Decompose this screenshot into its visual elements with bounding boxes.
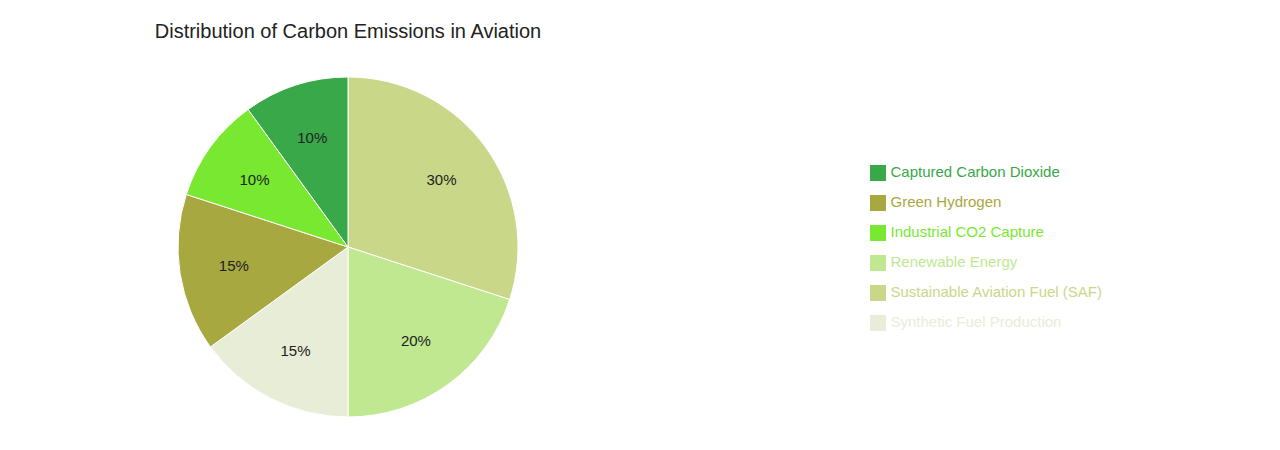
html-text:Industrial CO2 Capture: Industrial CO2 Capture: [890, 223, 1044, 240]
svg-text:10%: 10%: [297, 129, 327, 146]
svg-text:15%: 15%: [219, 257, 249, 274]
svg-text:30%: 30%: [427, 171, 457, 188]
html-text:Sustainable Aviation Fuel (SAF: Sustainable Aviation Fuel (SAF): [890, 283, 1102, 300]
html-text:Captured Carbon Dioxide: Captured Carbon Dioxide: [890, 163, 1060, 180]
svg-text:10%: 10%: [239, 171, 269, 188]
svg-text:20%: 20%: [401, 332, 431, 349]
html-text:Distribution of Carbon Emissio: Distribution of Carbon Emissions in Avia…: [154, 20, 542, 42]
html-text:Green Hydrogen: Green Hydrogen: [890, 193, 1002, 210]
svg-text:15%: 15%: [281, 342, 311, 359]
html-text:Synthetic Fuel Production: Synthetic Fuel Production: [890, 313, 1062, 330]
html-text:Renewable Energy: Renewable Energy: [890, 253, 1018, 270]
